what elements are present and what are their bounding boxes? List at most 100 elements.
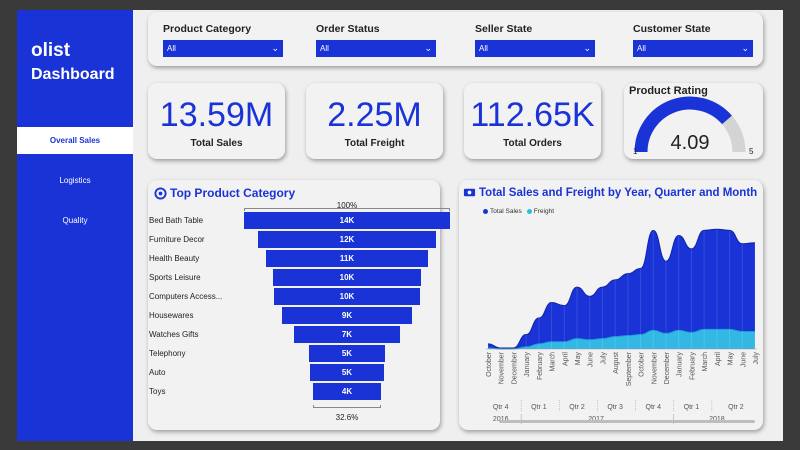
total-sales-line [487,228,756,349]
month-tick-label: October [486,351,493,377]
kpi-total-freight: 2.25M Total Freight [306,83,443,159]
year-label: 2016 [493,416,509,423]
legend-label: Total Sales [490,208,522,215]
chart-legend: Total Sales Freight [483,208,554,215]
month-tick-label: November [499,351,506,384]
freight-line [487,328,755,350]
quarter-label: Qtr 4 [646,404,662,411]
funnel-bar[interactable]: 14K [244,212,450,229]
funnel-top-guide [244,208,450,211]
funnel-bar[interactable]: 10K [273,269,421,286]
quarter-label: Qtr 3 [607,404,623,411]
filter-panel: Product Category All ⌄ Order Status All … [148,12,763,66]
customer-state-select[interactable]: All ⌄ [633,40,753,57]
brand-name: olist [31,40,71,61]
sales-freight-chart-card: Total Sales and Freight by Year, Quarter… [459,180,763,430]
funnel-category-label: Health Beauty [149,254,200,263]
legend-freight[interactable]: Freight [526,208,554,215]
funnel-title: Top Product Category [154,186,295,200]
month-tick-label: November [651,351,658,384]
funnel-bar[interactable]: 9K [281,307,413,324]
brand-subtitle: Dashboard [31,66,115,83]
month-tick-label: June [588,352,595,367]
filter-label: Customer State [633,23,711,35]
month-tick-label: April [715,352,722,366]
gauge-min: 1 [633,147,638,156]
category-icon [154,186,167,200]
quarter-label: Qtr 1 [531,404,547,411]
quarter-label: Qtr 2 [728,404,744,411]
sidebar-item-overall-sales[interactable]: Overall Sales [17,127,133,154]
sidebar: olist Dashboard Overall Sales Logistics … [17,10,133,441]
month-tick-label: August [613,352,620,374]
kpi-value: 112.65K [470,96,595,134]
gauge-max: 5 [749,147,754,156]
funnel-category-label: Watches Gifts [149,330,199,339]
filter-label: Order Status [316,23,380,35]
product-category-select[interactable]: All ⌄ [163,40,283,57]
filter-order-status: Order Status All ⌄ [316,23,436,57]
funnel-title-text: Top Product Category [170,186,296,200]
month-tick-label: December [511,351,518,384]
chevron-down-icon: ⌄ [583,43,591,53]
month-tick-label: January [677,352,684,377]
area-chart-title-text: Total Sales and Freight by Year, Quarter… [479,186,758,199]
quarter-label: Qtr 2 [569,404,585,411]
month-tick-label: September [626,351,633,386]
gauge-fill [634,96,732,153]
chevron-down-icon: ⌄ [271,43,279,53]
funnel-category-label: Telephony [149,349,186,358]
funnel-category-label: Furniture Decor [149,235,205,244]
month-tick-label: June [740,352,747,367]
month-tick-label: July [600,352,607,365]
kpi-label: Total Freight [344,138,405,149]
dashboard-frame: olist Dashboard Overall Sales Logistics … [17,10,783,441]
month-tick-label: February [537,352,544,381]
funnel-category-label: Sports Leisure [149,273,201,282]
top-product-category-card: Top Product Category Bed Bath Table 14K Fu… [148,180,450,430]
funnel-bottom-guide [313,405,381,408]
month-tick-label: February [689,352,696,381]
month-tick-label: May [728,352,735,366]
seller-state-select[interactable]: All ⌄ [475,40,595,57]
money-icon [463,188,476,197]
funnel-top-percent: 100% [336,201,358,210]
select-value: All [167,44,176,53]
funnel-bar[interactable]: 11K [266,250,428,267]
funnel-bar[interactable]: 5K [310,364,384,381]
quarter-label: Qtr 1 [684,404,700,411]
kpi-value: 2.25M [327,96,422,134]
area-chart: October November December January February Ma… [486,228,760,424]
chart-scrollbar[interactable] [499,420,755,423]
funnel-category-label: Computers Access... [149,292,223,301]
sidebar-item-quality[interactable]: Quality [62,216,88,225]
order-status-select[interactable]: All ⌄ [316,40,436,57]
year-label: 2017 [588,416,604,423]
funnel-bar[interactable]: 4K [313,383,381,400]
select-value: All [637,44,646,53]
area-chart-title: Total Sales and Freight by Year, Quarter… [463,186,757,199]
legend-total-sales[interactable]: Total Sales [483,208,522,215]
funnel-bar[interactable]: 7K [294,326,400,343]
month-tick-label: April [562,352,569,366]
kpi-label: Total Orders [503,138,562,149]
select-value: All [479,44,488,53]
funnel-bar[interactable]: 10K [274,288,420,305]
funnel-category-label: Housewares [149,311,194,320]
year-label: 2018 [709,416,725,423]
chevron-down-icon: ⌄ [424,43,432,53]
funnel-bar[interactable]: 5K [308,345,386,362]
quarter-label: Qtr 4 [493,404,509,411]
filter-customer-state: Customer State All ⌄ [633,23,753,57]
month-tick-label: January [524,352,531,377]
funnel-category-label: Bed Bath Table [149,216,204,225]
kpi-total-sales: 13.59M Total Sales [148,83,285,159]
total-sales-area [488,229,755,349]
funnel-bar[interactable]: 12K [257,231,436,248]
gauge-title: Product Rating [629,85,708,97]
sidebar-item-logistics[interactable]: Logistics [59,176,91,185]
month-tick-label: May [575,352,582,366]
legend-dot [526,208,532,214]
kpi-label: Total Sales [190,138,243,149]
kpi-total-orders: 112.65K Total Orders [464,83,601,159]
